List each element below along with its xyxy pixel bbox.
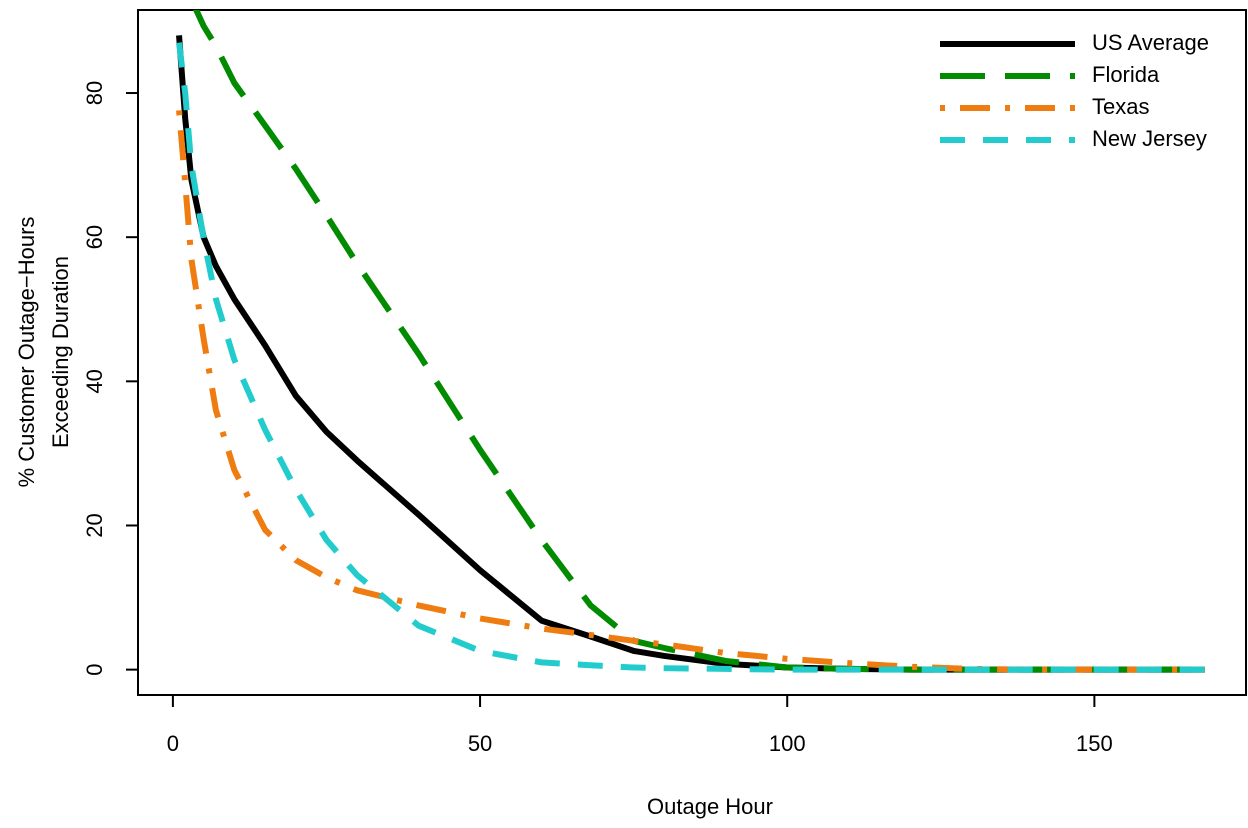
series-line [176, 110, 1205, 673]
legend-label: New Jersey [1092, 126, 1207, 151]
y-tick-label: 0 [82, 664, 107, 676]
x-tick-label: 0 [167, 731, 179, 756]
series-line [192, 10, 1205, 673]
y-axis-label-line: Exceeding Duration [48, 256, 73, 448]
y-tick-label: 40 [82, 369, 107, 393]
y-axis-label: % Customer Outage−Hours Exceeding Durati… [14, 217, 73, 488]
series-line [176, 35, 1205, 673]
x-axis-label: Outage Hour [647, 794, 773, 819]
y-tick-label: 20 [82, 513, 107, 537]
legend-label: US Average [1092, 30, 1209, 55]
plot-box [137, 9, 1247, 696]
plot-area [176, 10, 1205, 673]
y-tick-label: 60 [82, 225, 107, 249]
y-tick-label: 80 [82, 81, 107, 105]
legend-label: Florida [1092, 62, 1160, 87]
x-tick-label: 50 [468, 731, 492, 756]
y-axis-label-line: % Customer Outage−Hours [14, 217, 39, 488]
legend-label: Texas [1092, 94, 1149, 119]
x-tick-label: 150 [1076, 731, 1113, 756]
series-line [176, 42, 1205, 673]
x-tick-label: 100 [769, 731, 806, 756]
